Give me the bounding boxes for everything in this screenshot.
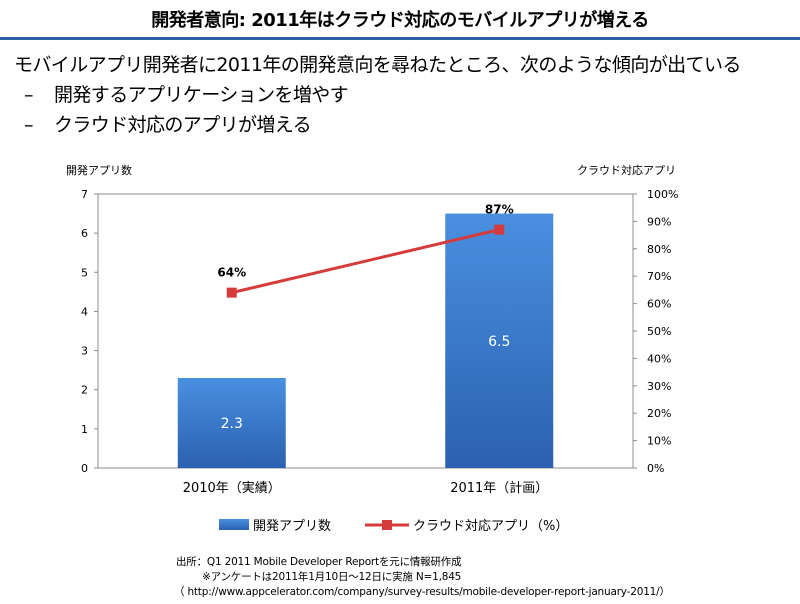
bar-value-label: 2.3 (221, 416, 243, 432)
y-left-tick-label: 0 (81, 462, 88, 475)
line-point-label: 64% (217, 266, 246, 280)
page-title: 開発者意向: 2011年はクラウド対応のモバイルアプリが増える (151, 10, 649, 31)
y-right-tick-label: 70% (647, 270, 671, 283)
y-right-tick-label: 40% (647, 352, 671, 365)
line-point (494, 224, 505, 235)
y-right-axis-title: クラウド対応アプリ (577, 163, 676, 177)
y-left-tick-label: 5 (81, 266, 88, 279)
bullet-sub-1: – 開発するアプリケーションを増やす (14, 80, 741, 110)
y-left-axis-title: 開発アプリ数 (66, 163, 132, 177)
bar (445, 213, 554, 468)
y-right-tick-label: 80% (647, 243, 671, 256)
legend-bar-swatch (219, 519, 249, 530)
y-left-tick-label: 6 (81, 227, 88, 240)
source-line-2: ※アンケートは2011年1月10日〜12日に実施 N=1,845 (202, 571, 462, 583)
y-left-tick-label: 7 (81, 188, 88, 201)
y-right-tick-label: 60% (647, 298, 671, 311)
bar-value-label: 6.5 (488, 334, 510, 350)
bullet-sub-text: 開発するアプリケーションを増やす (54, 84, 349, 106)
source-line-1: 出所：Q1 2011 Mobile Developer Reportを元に情報研… (176, 556, 462, 568)
y-left-tick-label: 4 (81, 305, 88, 318)
y-right-tick-label: 0% (647, 462, 664, 475)
legend-line-marker (382, 520, 392, 530)
source-line-3: （ http://www.appcelerator.com/company/su… (174, 586, 670, 598)
y-right-tick-label: 20% (647, 407, 671, 420)
bullet-list: モバイルアプリ開発者に2011年の開発意向を尋ねたところ、次のような傾向が出てい… (14, 50, 741, 140)
x-category-label: 2010年（実績） (183, 480, 281, 496)
bullet-dash: – (24, 114, 34, 136)
y-right-tick-label: 90% (647, 215, 671, 228)
bullet-sub-text: クラウド対応のアプリが増える (54, 114, 312, 136)
y-left-tick-label: 3 (81, 345, 88, 358)
bar (177, 377, 286, 468)
title-bar: 開発者意向: 2011年はクラウド対応のモバイルアプリが増える (0, 0, 800, 40)
line-point (226, 287, 237, 298)
bullet-sub-2: – クラウド対応のアプリが増える (14, 110, 741, 140)
y-right-tick-label: 30% (647, 380, 671, 393)
legend-line-label: クラウド対応アプリ（%） (413, 519, 568, 534)
line-series (231, 228, 500, 295)
bullet-dash: – (24, 84, 34, 106)
y-left-tick-label: 1 (81, 423, 88, 436)
bullet-main: モバイルアプリ開発者に2011年の開発意向を尋ねたところ、次のような傾向が出てい… (14, 54, 741, 76)
x-category-label: 2011年（計画） (450, 480, 548, 496)
y-right-tick-label: 50% (647, 325, 671, 338)
y-right-tick-label: 100% (647, 188, 678, 201)
legend-bar-label: 開発アプリ数 (253, 519, 331, 534)
y-left-tick-label: 2 (81, 384, 88, 397)
combo-chart: 012345670%10%20%30%40%50%60%70%80%90%100… (66, 163, 678, 534)
line-point-label: 87% (485, 203, 514, 217)
y-right-tick-label: 10% (647, 435, 671, 448)
